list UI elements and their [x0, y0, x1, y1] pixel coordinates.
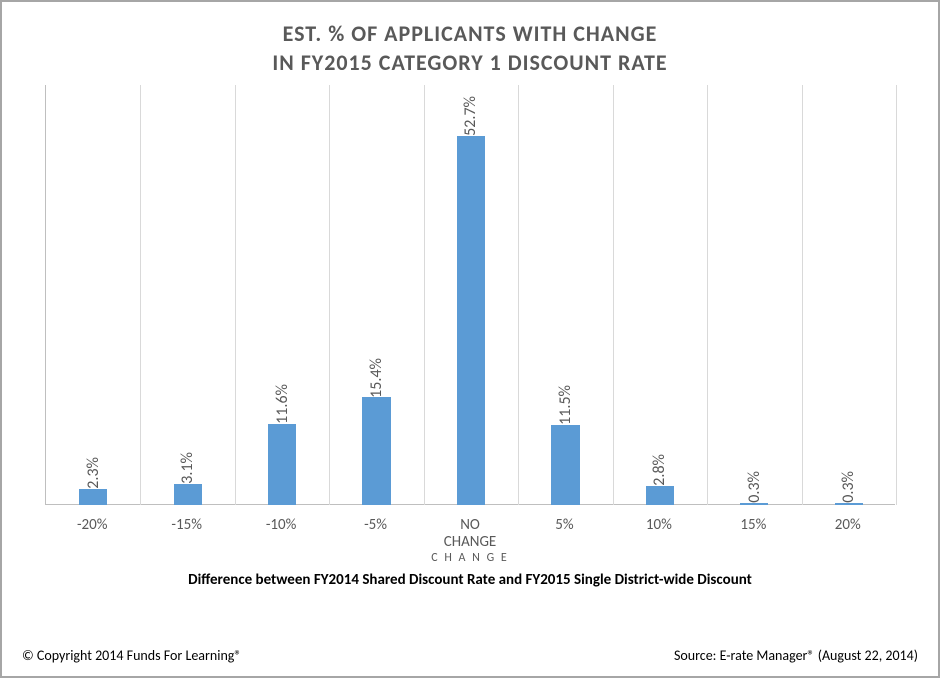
x-tick-label: 5%: [555, 517, 573, 534]
footer: © Copyright 2014 Funds For Learning® Sou…: [22, 647, 918, 664]
x-tick-label: -20%: [77, 517, 108, 534]
gridline: [613, 85, 614, 505]
x-axis-title: C H A N G E: [35, 551, 905, 565]
gridline: [235, 85, 236, 505]
bar-value-label: 0.3%: [839, 465, 858, 503]
bar-value-label: 52.7%: [461, 90, 480, 136]
chart-subtitle: Difference between FY2014 Shared Discoun…: [22, 571, 918, 589]
bar-column: 11.5%: [551, 379, 579, 505]
x-axis-labels: -20%-15%-10%-5%NO CHANGE5%10%15%20%: [45, 517, 895, 537]
bar-column: 2.3%: [79, 451, 107, 505]
gridline: [329, 85, 330, 505]
bar-value-label: 11.5%: [556, 379, 575, 425]
bar: [268, 424, 296, 505]
chart-title: EST. % OF APPLICANTS WITH CHANGE IN FY20…: [22, 20, 918, 77]
plot-region: 2.3% 3.1% 11.6% 15.4% 52.7% 11.5% 2.8% 0.3% 0.3%: [45, 85, 895, 505]
gridline: [424, 85, 425, 505]
title-line-2: IN FY2015 CATEGORY 1 DISCOUNT RATE: [272, 49, 667, 76]
source-text: Source: E-rate Manager® (August 22, 2014…: [674, 647, 918, 664]
bar: [835, 503, 863, 505]
chart-area: 2.3% 3.1% 11.6% 15.4% 52.7% 11.5% 2.8% 0.3% 0.3%…: [35, 85, 905, 565]
bar-value-label: 11.6%: [273, 378, 292, 424]
x-tick-label: -5%: [364, 517, 387, 534]
bar: [551, 425, 579, 506]
title-line-1: EST. % OF APPLICANTS WITH CHANGE: [283, 20, 658, 47]
bar-column: 3.1%: [174, 446, 202, 505]
gridline: [140, 85, 141, 505]
bar-value-label: 2.3%: [84, 451, 103, 489]
gridline: [802, 85, 803, 505]
x-tick-label: NO CHANGE: [444, 517, 497, 550]
bar-column: 11.6%: [268, 378, 296, 505]
gridline: [518, 85, 519, 505]
bar: [646, 486, 674, 506]
x-tick-label: 15%: [740, 517, 766, 534]
bar-column: 0.3%: [740, 465, 768, 505]
bar: [174, 484, 202, 506]
bar-value-label: 3.1%: [178, 446, 197, 484]
bar: [740, 503, 768, 505]
gridline: [707, 85, 708, 505]
bar-column: 2.8%: [646, 448, 674, 505]
bar-column: 52.7%: [457, 90, 485, 505]
bar: [79, 489, 107, 505]
copyright-text: © Copyright 2014 Funds For Learning®: [22, 647, 242, 664]
bar-value-label: 15.4%: [367, 352, 386, 398]
x-tick-label: -15%: [171, 517, 202, 534]
x-tick-label: -10%: [266, 517, 297, 534]
bar: [362, 397, 390, 505]
chart-container: EST. % OF APPLICANTS WITH CHANGE IN FY20…: [0, 0, 940, 678]
gridline: [896, 85, 897, 505]
bar-value-label: 2.8%: [650, 448, 669, 486]
bar-value-label: 0.3%: [745, 465, 764, 503]
bar: [457, 136, 485, 505]
bar-column: 15.4%: [362, 352, 390, 506]
bar-column: 0.3%: [835, 465, 863, 505]
x-tick-label: 20%: [835, 517, 861, 534]
x-tick-label: 10%: [646, 517, 672, 534]
